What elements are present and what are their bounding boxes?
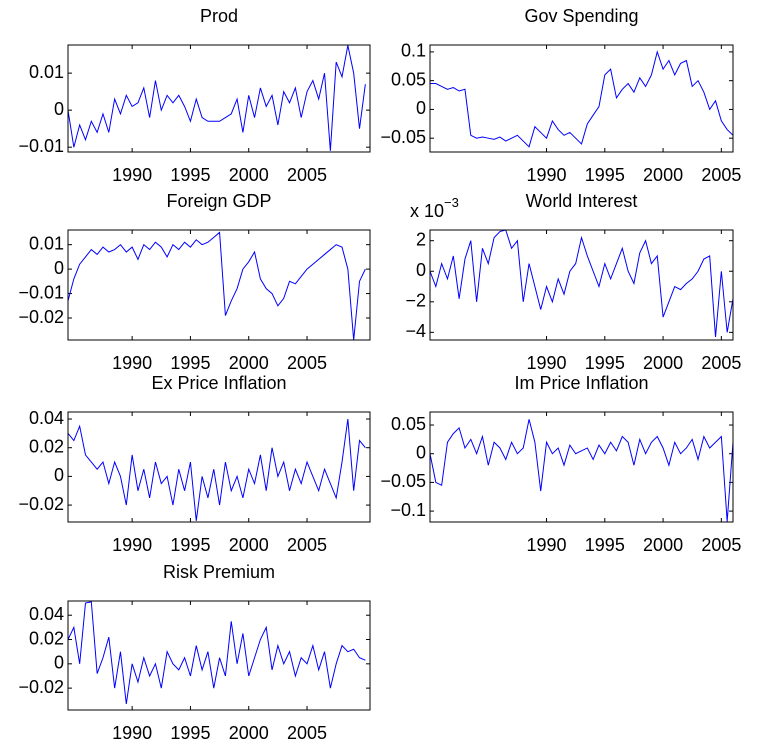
x-tick-label: 1990 xyxy=(527,353,567,373)
axes-box xyxy=(429,229,734,341)
x-tick-label: 1990 xyxy=(527,535,567,555)
y-tick-label: 2 xyxy=(416,229,426,249)
subplot: World Interest x 10−3 −4 −2 0 2 1990 1995 2000 20… xyxy=(405,191,741,373)
subplot-title: Ex Price Inflation xyxy=(151,373,286,393)
series-line xyxy=(430,50,733,148)
y-tick-label: −0.02 xyxy=(18,677,64,697)
x-tick-label: 1990 xyxy=(112,535,152,555)
y-tick-label: 0 xyxy=(54,99,64,119)
x-tick-label: 2005 xyxy=(701,535,741,555)
x-tick-label: 1990 xyxy=(112,723,152,743)
x-tick-label: 2005 xyxy=(287,165,327,185)
axes-box xyxy=(67,229,371,341)
y-tick-label: −0.1 xyxy=(390,500,426,520)
subplot-title: World Interest xyxy=(526,191,638,211)
y-tick-label: 0 xyxy=(54,465,64,485)
x-tick-label: 1995 xyxy=(170,723,210,743)
x-tick-label: 2000 xyxy=(229,165,269,185)
x-tick-label: 2000 xyxy=(643,165,683,185)
y-tick-label: 0.04 xyxy=(29,408,64,428)
x-tick-label: 1990 xyxy=(527,165,567,185)
axes-box xyxy=(429,411,734,523)
axes-box xyxy=(67,411,371,523)
y-tick-label: 0 xyxy=(416,442,426,462)
x-tick-label: 2000 xyxy=(229,723,269,743)
axes-box xyxy=(429,44,734,153)
x-tick-label: 1990 xyxy=(112,165,152,185)
x-tick-label: 1990 xyxy=(112,353,152,373)
subplot-title: Risk Premium xyxy=(163,562,275,582)
y-tick-label: −0.05 xyxy=(380,471,426,491)
y-tick-label: 0 xyxy=(54,258,64,278)
x-tick-label: 2000 xyxy=(229,353,269,373)
y-tick-label: 0.05 xyxy=(391,414,426,434)
y-tick-label: 0 xyxy=(54,653,64,673)
subplot-title: Im Price Inflation xyxy=(514,373,648,393)
subplot-title: Gov Spending xyxy=(524,6,638,26)
y-tick-label: 0.02 xyxy=(29,628,64,648)
series-line xyxy=(430,230,733,337)
x-tick-label: 1995 xyxy=(585,165,625,185)
y-tick-label: −4 xyxy=(405,321,426,341)
x-tick-label: 2005 xyxy=(287,353,327,373)
subplot: Foreign GDP −0.02 −0.01 0 0.01 1990 1995 2000 20… xyxy=(18,191,371,373)
series-line xyxy=(68,601,366,704)
y-tick-label: 0.01 xyxy=(29,62,64,82)
y-tick-label: 0 xyxy=(416,98,426,118)
subplot: Gov Spending −0.05 0 0.05 0.1 1990 1995 2000 200… xyxy=(380,6,741,185)
y-tick-label: 0.1 xyxy=(401,41,426,61)
y-tick-label: 0.05 xyxy=(391,69,426,89)
y-tick-label: −0.02 xyxy=(18,494,64,514)
x-tick-label: 2005 xyxy=(287,723,327,743)
y-tick-label: −2 xyxy=(405,291,426,311)
axes-box xyxy=(67,600,371,711)
x-tick-label: 2005 xyxy=(701,165,741,185)
exponent-power: −3 xyxy=(444,195,459,210)
series-line xyxy=(68,231,366,340)
y-tick-label: −0.01 xyxy=(18,282,64,302)
y-tick-label: 0.01 xyxy=(29,233,64,253)
x-tick-label: 1995 xyxy=(585,353,625,373)
x-tick-label: 2000 xyxy=(643,353,683,373)
subplot: Prod −0.01 0 0.01 1990 1995 2000 2005 xyxy=(18,6,371,185)
x-tick-label: 1995 xyxy=(585,535,625,555)
series-line xyxy=(68,45,366,151)
x-tick-label: 1995 xyxy=(170,165,210,185)
subplot: Ex Price Inflation −0.02 0 0.02 0.04 1990 1995… xyxy=(18,373,371,555)
x-tick-label: 2000 xyxy=(643,535,683,555)
subplot: Im Price Inflation −0.1 −0.05 0 0.05 1990 1995… xyxy=(380,373,741,555)
subplot-title: Foreign GDP xyxy=(166,191,271,211)
x-tick-label: 2000 xyxy=(229,535,269,555)
subplot-title: Prod xyxy=(200,6,238,26)
y-tick-label: 0.02 xyxy=(29,436,64,456)
x-tick-label: 2005 xyxy=(287,535,327,555)
y-tick-label: −0.01 xyxy=(18,136,64,156)
x-tick-label: 1995 xyxy=(170,535,210,555)
x-tick-label: 1995 xyxy=(170,353,210,373)
y-tick-label: 0 xyxy=(416,260,426,280)
x-tick-label: 2005 xyxy=(701,353,741,373)
y-exponent: x 10−3 xyxy=(410,195,459,220)
y-tick-label: −0.05 xyxy=(380,127,426,147)
subplot: Risk Premium −0.02 0 0.02 0.04 1990 1995 2000 20… xyxy=(18,562,371,743)
series-line xyxy=(430,419,733,522)
y-tick-label: −0.02 xyxy=(18,307,64,327)
y-tick-label: 0.04 xyxy=(29,604,64,624)
exponent-base: x 10 xyxy=(410,201,444,221)
series-line xyxy=(68,418,366,521)
axes-box xyxy=(67,44,371,153)
